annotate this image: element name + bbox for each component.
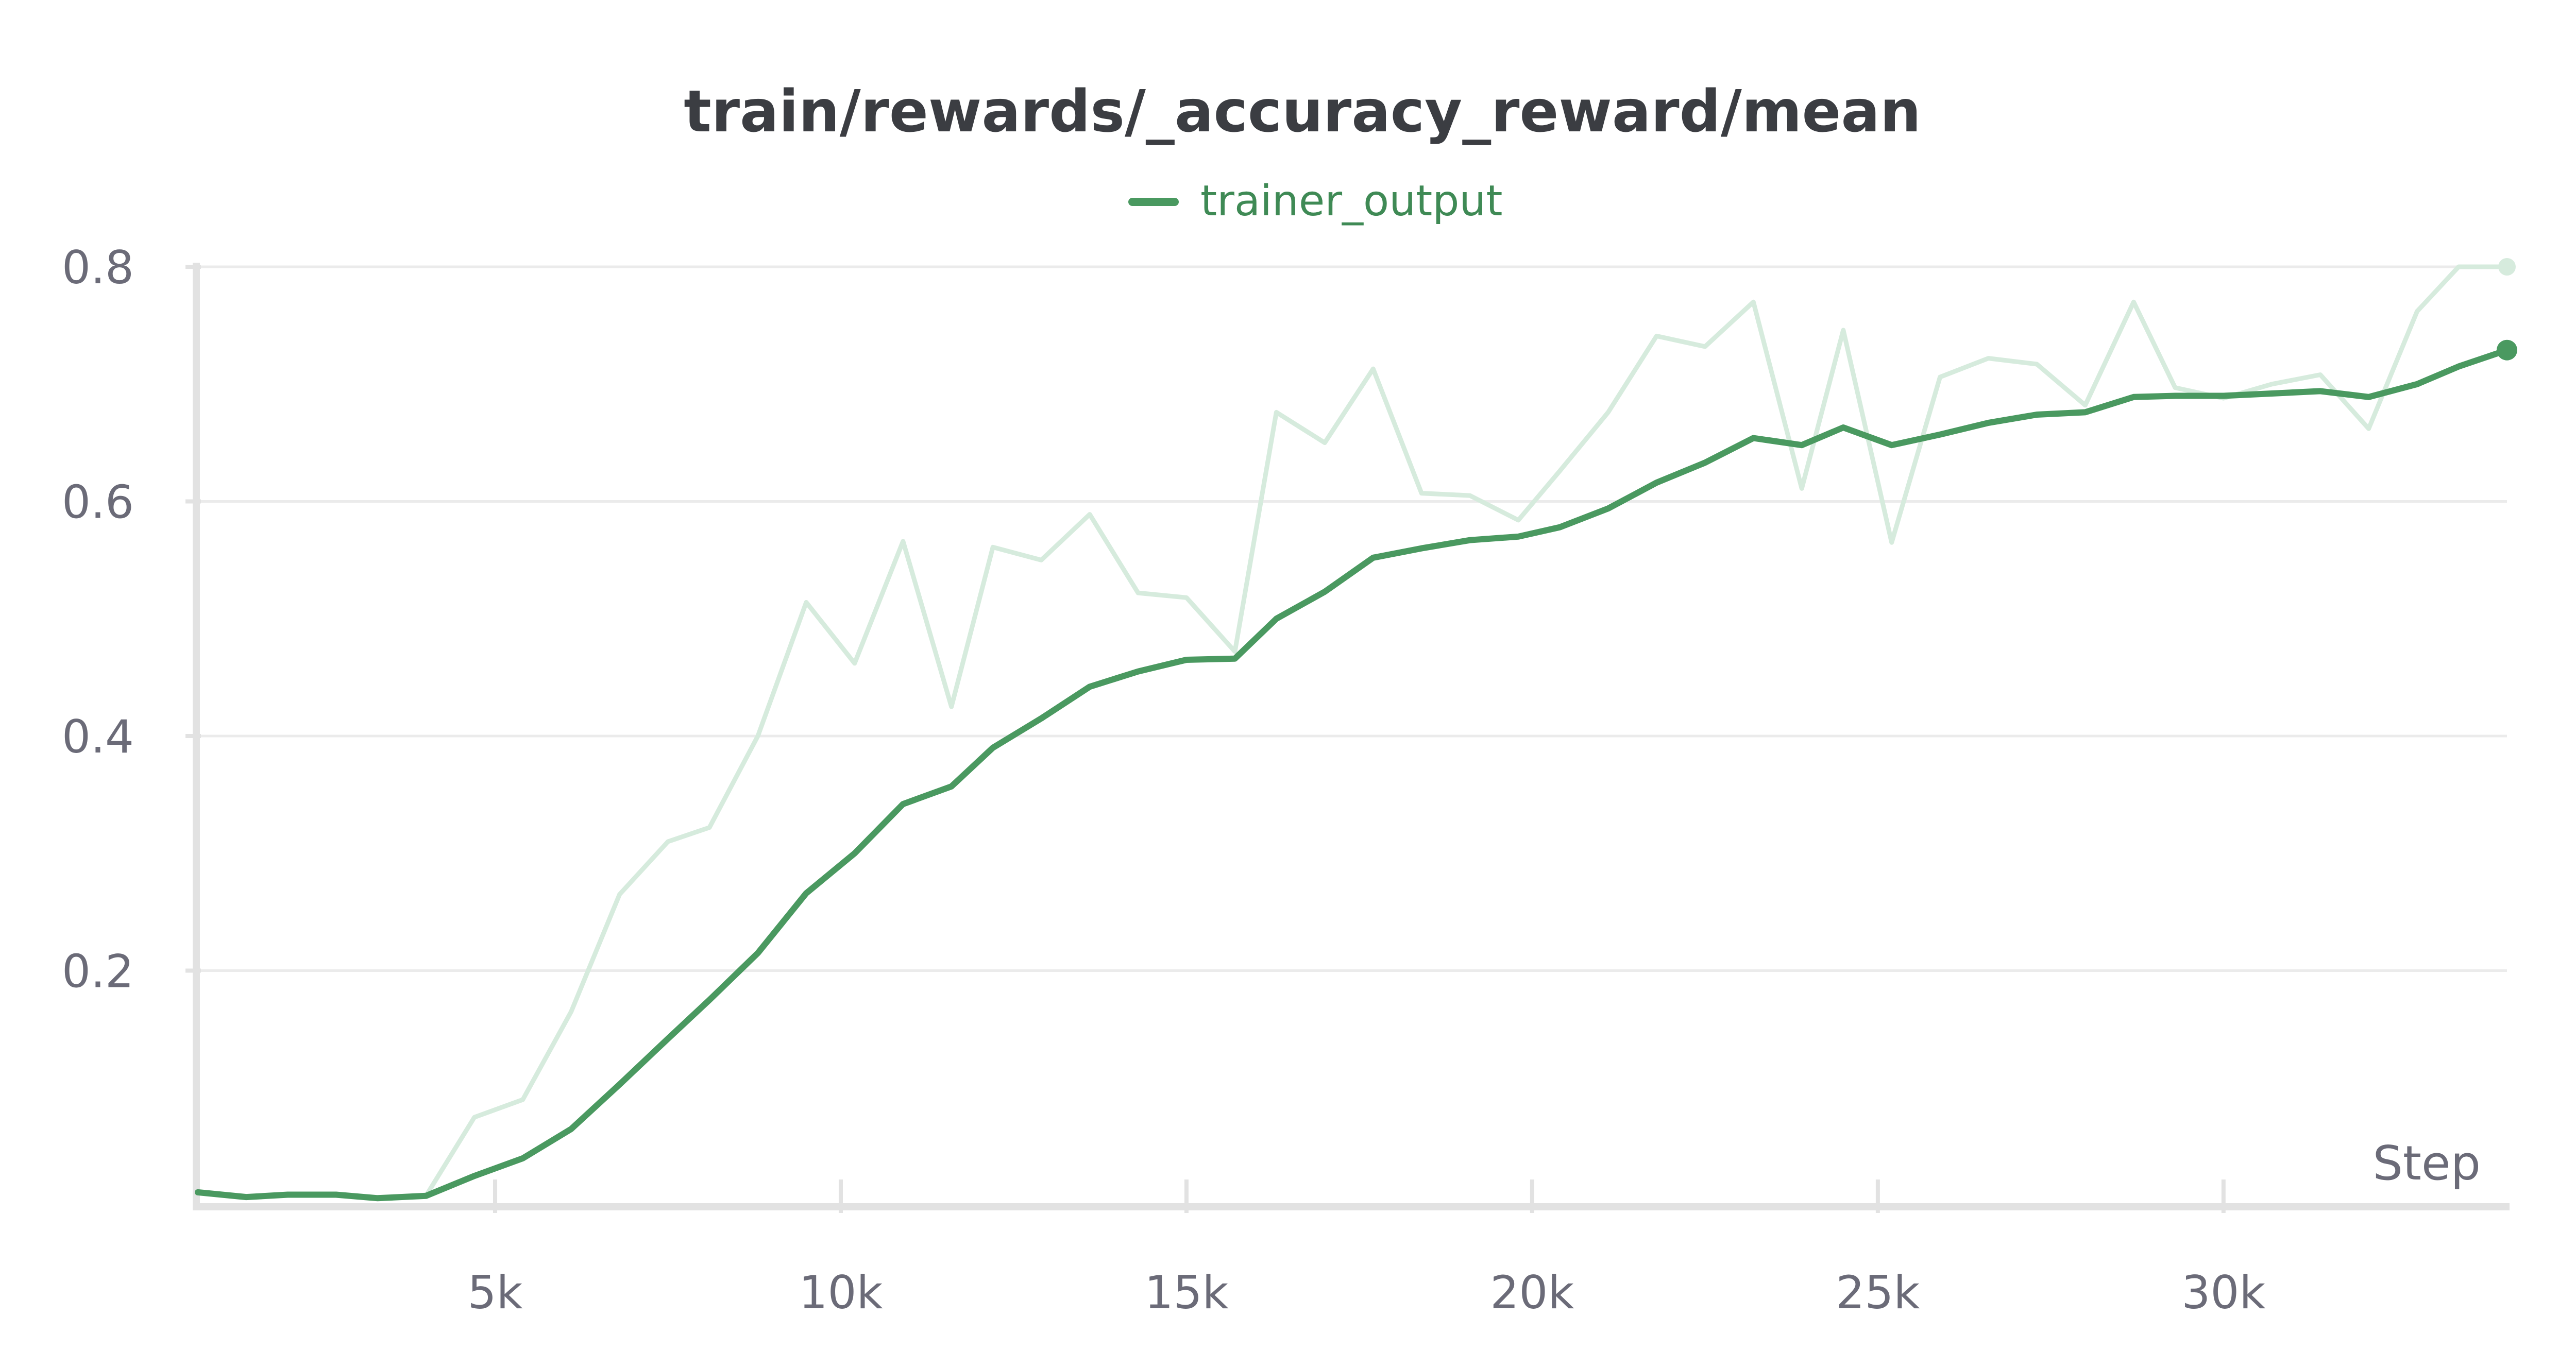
legend: trainer_output — [1128, 177, 1503, 226]
series-lines — [195, 258, 2517, 1202]
legend-label-trainer-output: trainer_output — [1200, 177, 1503, 226]
x-tick-label: 25k — [1836, 1266, 1920, 1319]
x-tick-label: 5k — [468, 1266, 523, 1319]
series-line-trainer-output — [195, 347, 2510, 1202]
series-endpoint-trainer-output — [2497, 339, 2517, 361]
gridlines — [198, 265, 2507, 972]
y-tick-label: 0.4 — [62, 710, 134, 763]
x-tick-label: 20k — [1490, 1266, 1574, 1319]
y-tick-label: 0.6 — [62, 476, 134, 529]
x-tick-label: 30k — [2181, 1266, 2265, 1319]
series-line-raw — [195, 264, 2510, 1201]
chart-title: train/rewards/_accuracy_reward/mean — [684, 78, 1921, 145]
y-tick-label: 0.2 — [62, 945, 134, 998]
x-axis-ticks: 5k 10k 15k 20k 25k 30k — [468, 1179, 2265, 1319]
x-tick-label: 15k — [1144, 1266, 1228, 1319]
x-tick-label: 10k — [799, 1266, 883, 1319]
y-axis-ticks: 0.2 0.4 0.6 0.8 — [62, 241, 201, 998]
series-endpoint-raw — [2498, 258, 2516, 276]
y-tick-label: 0.8 — [62, 241, 134, 294]
x-axis-label: Step — [2373, 1136, 2481, 1191]
